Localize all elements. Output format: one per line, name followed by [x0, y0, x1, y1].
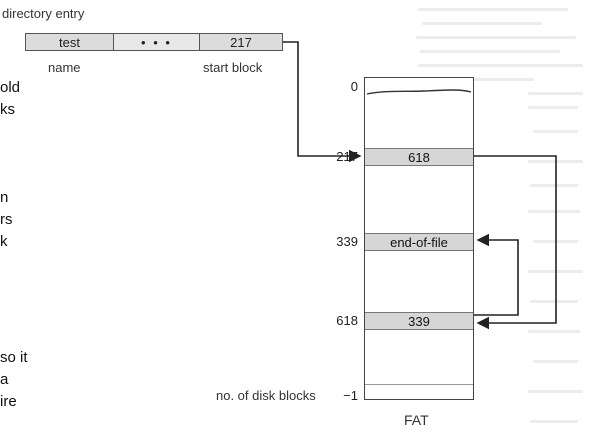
name-label: name — [48, 60, 81, 75]
top-scribble — [366, 89, 472, 95]
fat-row-339: end-of-file — [365, 233, 473, 251]
fat-last-row-divider — [365, 384, 473, 385]
fat-row-217: 618 — [365, 148, 473, 166]
arrow-start-to-217 — [283, 41, 362, 163]
fat-label: FAT — [404, 412, 429, 428]
directory-start-cell: 217 — [200, 34, 282, 50]
fat-index-217: 217 — [336, 149, 358, 164]
directory-dots-cell: • • • — [114, 34, 200, 50]
fat-last-index: −1 — [343, 388, 358, 403]
text-fragment: k — [0, 233, 8, 250]
disk-blocks-label: no. of disk blocks — [216, 388, 316, 403]
text-fragment: rs — [0, 211, 13, 228]
directory-entry-label: directory entry — [2, 6, 85, 21]
text-fragment: n — [0, 189, 9, 206]
fat-index-0: 0 — [350, 79, 358, 94]
start-block-label: start block — [203, 60, 263, 75]
fat-index-339: 339 — [336, 234, 358, 249]
fat-row-618: 339 — [365, 312, 473, 330]
directory-name-cell: test — [26, 34, 114, 50]
fat-index-618: 618 — [336, 313, 358, 328]
directory-entry-box: test • • • 217 — [25, 33, 283, 51]
text-fragment: so it — [0, 349, 28, 366]
fat-table: 618 end-of-file 339 — [364, 77, 474, 400]
text-fragment: old — [0, 79, 21, 96]
text-fragment: ire — [0, 393, 17, 410]
text-fragment: ks — [0, 101, 15, 118]
text-fragment: a — [0, 371, 9, 388]
